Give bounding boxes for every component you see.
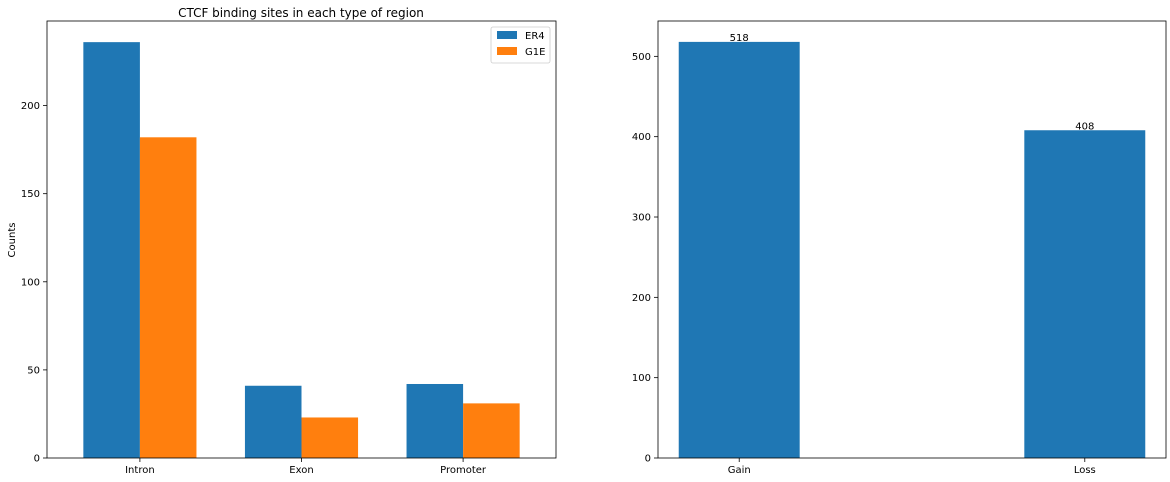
y-axis: 0 50 100 150 200 [21, 101, 47, 465]
legend-swatch-g1e [497, 47, 517, 55]
plot-frame [657, 20, 1167, 459]
gain-loss-bar-chart: 518 408 0 100 200 300 400 500 Gain Loss [632, 20, 1167, 476]
legend-swatch-er4 [497, 31, 517, 39]
bars [83, 42, 520, 458]
y-tick-label: 0 [34, 454, 40, 465]
x-axis: Gain Loss [728, 458, 1096, 476]
y-tick-label: 50 [27, 365, 40, 376]
region-bar-chart: CTCF binding sites in each type of regio… [7, 6, 557, 476]
data-labels: 518 408 [730, 33, 1095, 132]
y-tick-label: 150 [21, 189, 40, 200]
x-tick-label-loss: Loss [1074, 465, 1096, 476]
x-tick-label-promoter: Promoter [440, 465, 487, 476]
x-axis: Intron Exon Promoter [125, 458, 487, 476]
bar-gain [678, 41, 800, 459]
plot-frame [46, 20, 557, 459]
legend-label-g1e: G1E [525, 47, 545, 58]
bar-g1e-intron [139, 137, 197, 458]
y-tick-label: 100 [21, 277, 40, 288]
data-label-gain: 518 [730, 33, 749, 44]
legend: ER4 G1E [490, 26, 551, 64]
bar-er4-exon [244, 385, 302, 458]
bar-er4-intron [83, 42, 140, 458]
data-label-loss: 408 [1075, 121, 1094, 132]
y-axis: 0 100 200 300 400 500 [632, 52, 658, 465]
bar-er4-promoter [406, 383, 464, 458]
legend-label-er4: ER4 [525, 31, 545, 42]
x-tick-label-gain: Gain [728, 465, 751, 476]
y-tick-label: 100 [632, 373, 651, 384]
y-tick-label: 500 [632, 52, 651, 63]
y-tick-label: 0 [645, 454, 651, 465]
bar-g1e-exon [301, 417, 359, 458]
x-tick-label-exon: Exon [289, 465, 313, 476]
y-tick-label: 200 [632, 293, 651, 304]
y-axis-label: Counts [7, 223, 18, 258]
bars [678, 41, 1146, 459]
y-tick-label: 300 [632, 213, 651, 224]
x-tick-label-intron: Intron [125, 465, 155, 476]
y-tick-label: 200 [21, 101, 40, 112]
chart-title: CTCF binding sites in each type of regio… [178, 6, 424, 20]
y-tick-label: 400 [632, 132, 651, 143]
bar-loss [1024, 130, 1146, 458]
bar-g1e-promoter [463, 403, 520, 458]
